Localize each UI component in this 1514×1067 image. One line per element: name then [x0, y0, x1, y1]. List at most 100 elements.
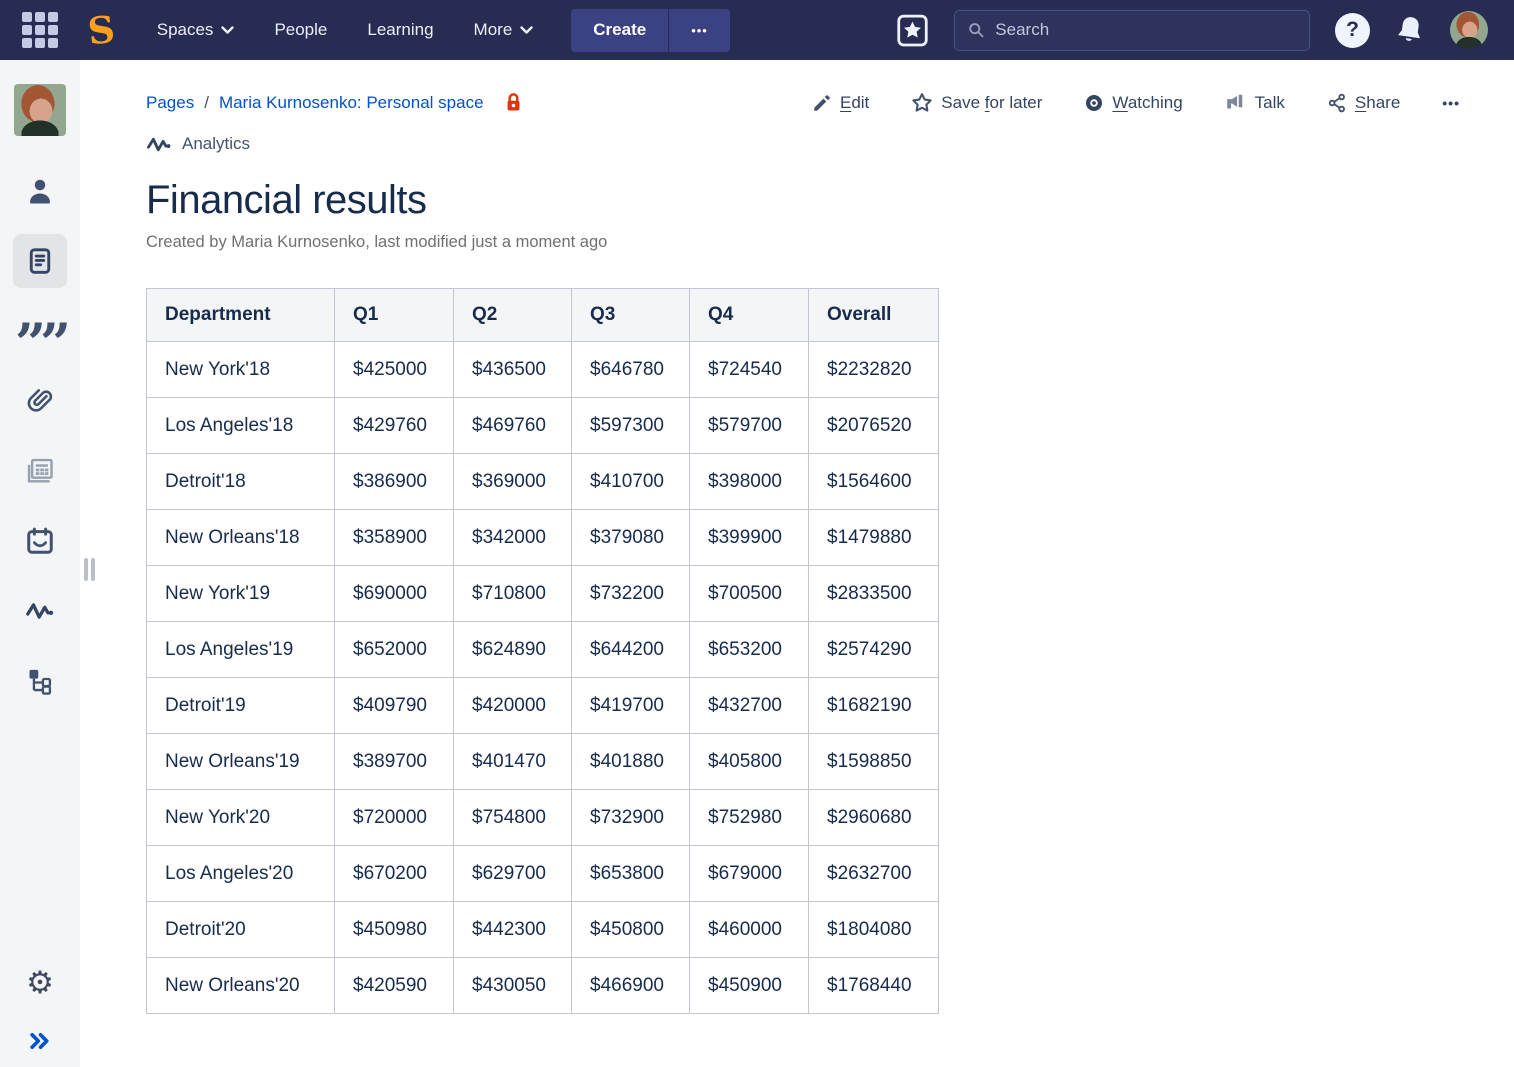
newspaper-icon	[27, 458, 53, 483]
nav-more[interactable]: More	[462, 0, 546, 60]
value-cell: $410700	[571, 453, 690, 510]
table-header-row: Department Q1 Q2 Q3 Q4 Overall	[146, 288, 939, 342]
nav-people-label: People	[274, 20, 328, 39]
confluence-logo[interactable]: S	[85, 6, 117, 53]
department-cell: New York'19	[146, 565, 335, 622]
user-avatar[interactable]	[1450, 11, 1488, 49]
value-cell: $401880	[571, 733, 690, 790]
sidebar-item-hierarchy[interactable]	[0, 666, 80, 696]
nav-right-cluster: ?	[896, 9, 1488, 51]
value-cell: $700500	[689, 565, 809, 622]
table-row: Detroit'20 $450980 $442300 $450800 $460000 $1…	[146, 901, 939, 958]
breadcrumb-space-link[interactable]: Maria Kurnosenko: Personal space	[218, 92, 484, 112]
department-cell: Detroit'19	[146, 677, 335, 734]
sidebar-item-pages[interactable]	[13, 234, 67, 288]
sidebar-item-newspaper[interactable]	[0, 456, 80, 486]
share-icon	[1328, 93, 1345, 113]
sidebar-item-analytics[interactable]	[0, 596, 80, 626]
sidebar-resize-handle[interactable]	[84, 558, 95, 581]
create-more-button[interactable]: •••	[668, 8, 730, 52]
help-button[interactable]: ?	[1335, 12, 1370, 48]
create-button[interactable]: Create	[571, 8, 669, 52]
value-cell: $1479880	[808, 509, 939, 566]
watching-button[interactable]: Watching	[1084, 93, 1183, 113]
value-cell: $419700	[571, 677, 690, 734]
nav-more-label: More	[473, 20, 513, 39]
nav-learning[interactable]: Learning	[355, 0, 445, 60]
value-cell: $450980	[334, 901, 454, 958]
breadcrumb: Pages / Maria Kurnosenko: Personal space	[146, 92, 523, 113]
search-input[interactable]	[995, 20, 1297, 40]
edit-button[interactable]: Edit	[812, 93, 869, 113]
value-cell: $460000	[689, 901, 809, 958]
department-cell: New Orleans'19	[146, 733, 335, 790]
value-cell: $629700	[453, 845, 572, 902]
value-cell: $732200	[571, 565, 690, 622]
document-icon	[29, 248, 51, 274]
analytics-shortcut[interactable]: Analytics	[146, 134, 250, 154]
value-cell: $398000	[689, 453, 809, 510]
sidebar-item-calendar[interactable]	[0, 526, 80, 556]
gear-icon: ⚙	[26, 964, 54, 1001]
restrictions-lock-icon[interactable]	[504, 92, 523, 113]
chevron-down-icon	[221, 25, 235, 34]
table-row: New York'19 $690000 $710800 $732200 $700500 $…	[146, 565, 939, 622]
search-icon	[969, 23, 984, 38]
value-cell: $653200	[689, 621, 809, 678]
value-cell: $401470	[453, 733, 572, 790]
value-cell: $1598850	[808, 733, 939, 790]
value-cell: $342000	[453, 509, 572, 566]
value-cell: $2632700	[808, 845, 939, 902]
star-outline-icon	[912, 93, 932, 112]
table-row: New York'20 $720000 $754800 $732900 $752980 $…	[146, 789, 939, 846]
column-header: Q4	[689, 288, 809, 342]
sidebar-expand-button[interactable]	[0, 1031, 80, 1051]
search-box[interactable]	[954, 9, 1310, 51]
top-navigation: S Spaces People Learning More Create •••…	[0, 0, 1514, 60]
column-header: Q2	[453, 288, 572, 342]
app-switcher-icon[interactable]	[22, 12, 58, 48]
department-cell: Los Angeles'18	[146, 397, 335, 454]
value-cell: $644200	[571, 621, 690, 678]
notifications-bell-icon[interactable]	[1395, 14, 1425, 46]
share-button[interactable]: Share	[1327, 93, 1400, 113]
page-more-button[interactable]: •••	[1442, 95, 1460, 111]
space-sidebar: ”” ⚙	[0, 60, 80, 1067]
breadcrumb-pages-link[interactable]: Pages	[146, 92, 195, 112]
breadcrumb-separator: /	[204, 92, 209, 112]
talk-button[interactable]: Talk	[1225, 93, 1285, 113]
page-actions: Edit Save for later Watching Talk Share	[812, 92, 1460, 114]
financial-table: Department Q1 Q2 Q3 Q4 Overall New York'18 $42…	[146, 288, 939, 1014]
sidebar-item-blog[interactable]: ””	[14, 311, 71, 375]
sidebar-item-profile[interactable]	[0, 176, 80, 206]
save-for-later-button[interactable]: Save for later	[911, 92, 1042, 114]
double-chevron-right-icon	[30, 1033, 49, 1049]
value-cell: $710800	[453, 565, 572, 622]
person-icon	[30, 179, 50, 204]
nav-people[interactable]: People	[262, 0, 339, 60]
nav-spaces[interactable]: Spaces	[145, 0, 247, 60]
value-cell: $720000	[334, 789, 454, 846]
department-cell: Los Angeles'20	[146, 845, 335, 902]
value-cell: $430050	[453, 957, 572, 1014]
value-cell: $432700	[689, 677, 809, 734]
department-cell: Los Angeles'19	[146, 621, 335, 678]
department-cell: New Orleans'20	[146, 957, 335, 1014]
value-cell: $679000	[689, 845, 809, 902]
value-cell: $436500	[453, 341, 572, 398]
pulse-icon	[26, 603, 54, 619]
question-mark-icon: ?	[1346, 18, 1359, 41]
sidebar-item-attachments[interactable]	[0, 386, 80, 416]
value-cell: $358900	[334, 509, 454, 566]
table-row: Los Angeles'20 $670200 $629700 $653800 $6790…	[146, 845, 939, 902]
value-cell: $469760	[453, 397, 572, 454]
value-cell: $1804080	[808, 901, 939, 958]
pencil-icon	[814, 95, 830, 111]
column-header: Department	[146, 288, 335, 342]
value-cell: $2574290	[808, 621, 939, 678]
value-cell: $379080	[571, 509, 690, 566]
space-avatar[interactable]	[14, 84, 66, 136]
saved-for-later-icon[interactable]	[896, 13, 929, 48]
sidebar-item-settings[interactable]: ⚙	[0, 965, 80, 1001]
value-cell: $724540	[689, 341, 809, 398]
